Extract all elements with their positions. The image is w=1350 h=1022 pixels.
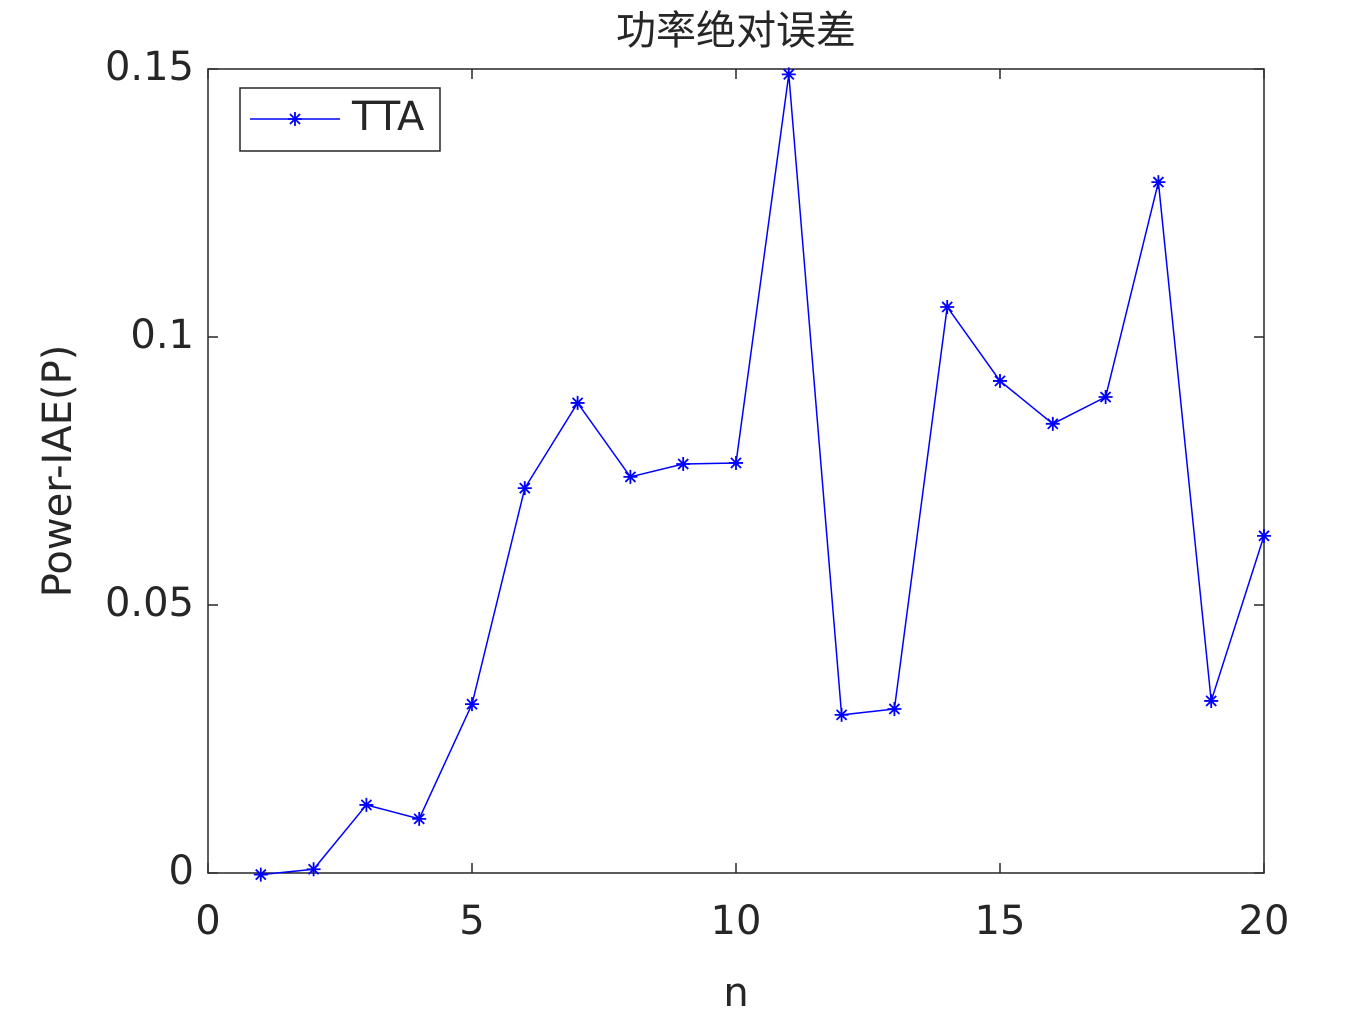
- data-point: [993, 373, 1007, 388]
- data-point: [729, 455, 743, 470]
- y-axis-label: Power-IAE(P): [35, 345, 81, 598]
- data-point: [781, 67, 796, 82]
- y-tick-label: 0: [169, 848, 194, 894]
- x-tick-label: 10: [711, 898, 762, 944]
- y-tick-label: 0.1: [130, 312, 194, 358]
- data-point: [306, 862, 321, 877]
- data-point: [1151, 175, 1166, 190]
- data-point: [834, 707, 849, 722]
- data-point: [570, 395, 585, 410]
- data-point: [253, 867, 268, 882]
- data-point: [1098, 390, 1113, 405]
- data-point: [412, 811, 427, 826]
- data-point: [517, 481, 532, 496]
- legend-label: TTA: [351, 94, 425, 140]
- chart-title: 功率绝对误差: [616, 8, 856, 54]
- data-point: [359, 797, 374, 812]
- y-tick-label: 0.05: [105, 580, 194, 626]
- data-point: [1045, 416, 1060, 431]
- x-tick-label: 5: [459, 898, 484, 944]
- x-axis-label: n: [723, 970, 748, 1016]
- data-point: [940, 299, 955, 314]
- x-tick-label: 0: [195, 898, 220, 944]
- y-tick-label: 0.15: [105, 44, 194, 90]
- x-tick-label: 15: [975, 898, 1026, 944]
- data-point: [1257, 528, 1271, 543]
- series-line: [260, 74, 1265, 876]
- data-point: [623, 469, 638, 484]
- legend-marker: [288, 112, 302, 126]
- data-point: [1204, 693, 1219, 708]
- data-point: [887, 701, 902, 716]
- data-point: [676, 457, 691, 472]
- x-tick-label: 20: [1239, 898, 1290, 944]
- data-point: [465, 697, 479, 712]
